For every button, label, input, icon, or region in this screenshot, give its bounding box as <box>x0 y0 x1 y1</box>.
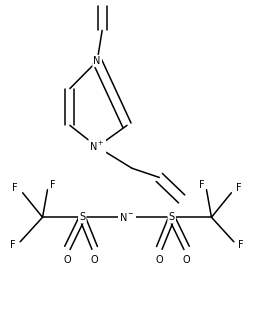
Text: F: F <box>199 180 204 190</box>
Text: F: F <box>10 240 15 250</box>
Text: F: F <box>236 183 242 193</box>
Text: S: S <box>79 212 85 222</box>
Text: F: F <box>50 180 55 190</box>
Text: N$^-$: N$^-$ <box>119 211 135 223</box>
Text: F: F <box>12 183 18 193</box>
Text: O: O <box>155 255 163 265</box>
Text: F: F <box>239 240 244 250</box>
Text: O: O <box>64 255 71 265</box>
Text: S: S <box>169 212 175 222</box>
Text: N$^+$: N$^+$ <box>89 140 105 154</box>
Text: O: O <box>91 255 99 265</box>
Text: N: N <box>93 56 101 66</box>
Text: O: O <box>183 255 190 265</box>
